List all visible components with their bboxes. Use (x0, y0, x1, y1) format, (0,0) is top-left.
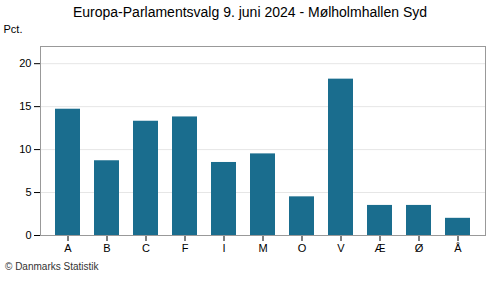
svg-text:20: 20 (19, 57, 31, 69)
svg-text:Ø: Ø (415, 242, 424, 254)
svg-text:15: 15 (19, 100, 31, 112)
svg-text:A: A (64, 242, 72, 254)
html-text:Europa-Parlamentsvalg 9. juni: Europa-Parlamentsvalg 9. juni 2024 - Møl… (73, 4, 427, 20)
svg-text:C: C (142, 242, 150, 254)
svg-text:M: M (258, 242, 267, 254)
svg-text:Å: Å (454, 242, 462, 254)
svg-text:Pct.: Pct. (4, 23, 23, 35)
svg-text:V: V (337, 242, 345, 254)
svg-text:B: B (103, 242, 110, 254)
svg-text:0: 0 (25, 229, 31, 241)
svg-text:Æ: Æ (375, 242, 386, 254)
svg-text:O: O (298, 242, 307, 254)
svg-text:5: 5 (25, 186, 31, 198)
html-text:© Danmarks Statistik: © Danmarks Statistik (5, 261, 99, 272)
svg-text:10: 10 (19, 143, 31, 155)
svg-text:I: I (222, 242, 225, 254)
svg-text:F: F (182, 242, 189, 254)
